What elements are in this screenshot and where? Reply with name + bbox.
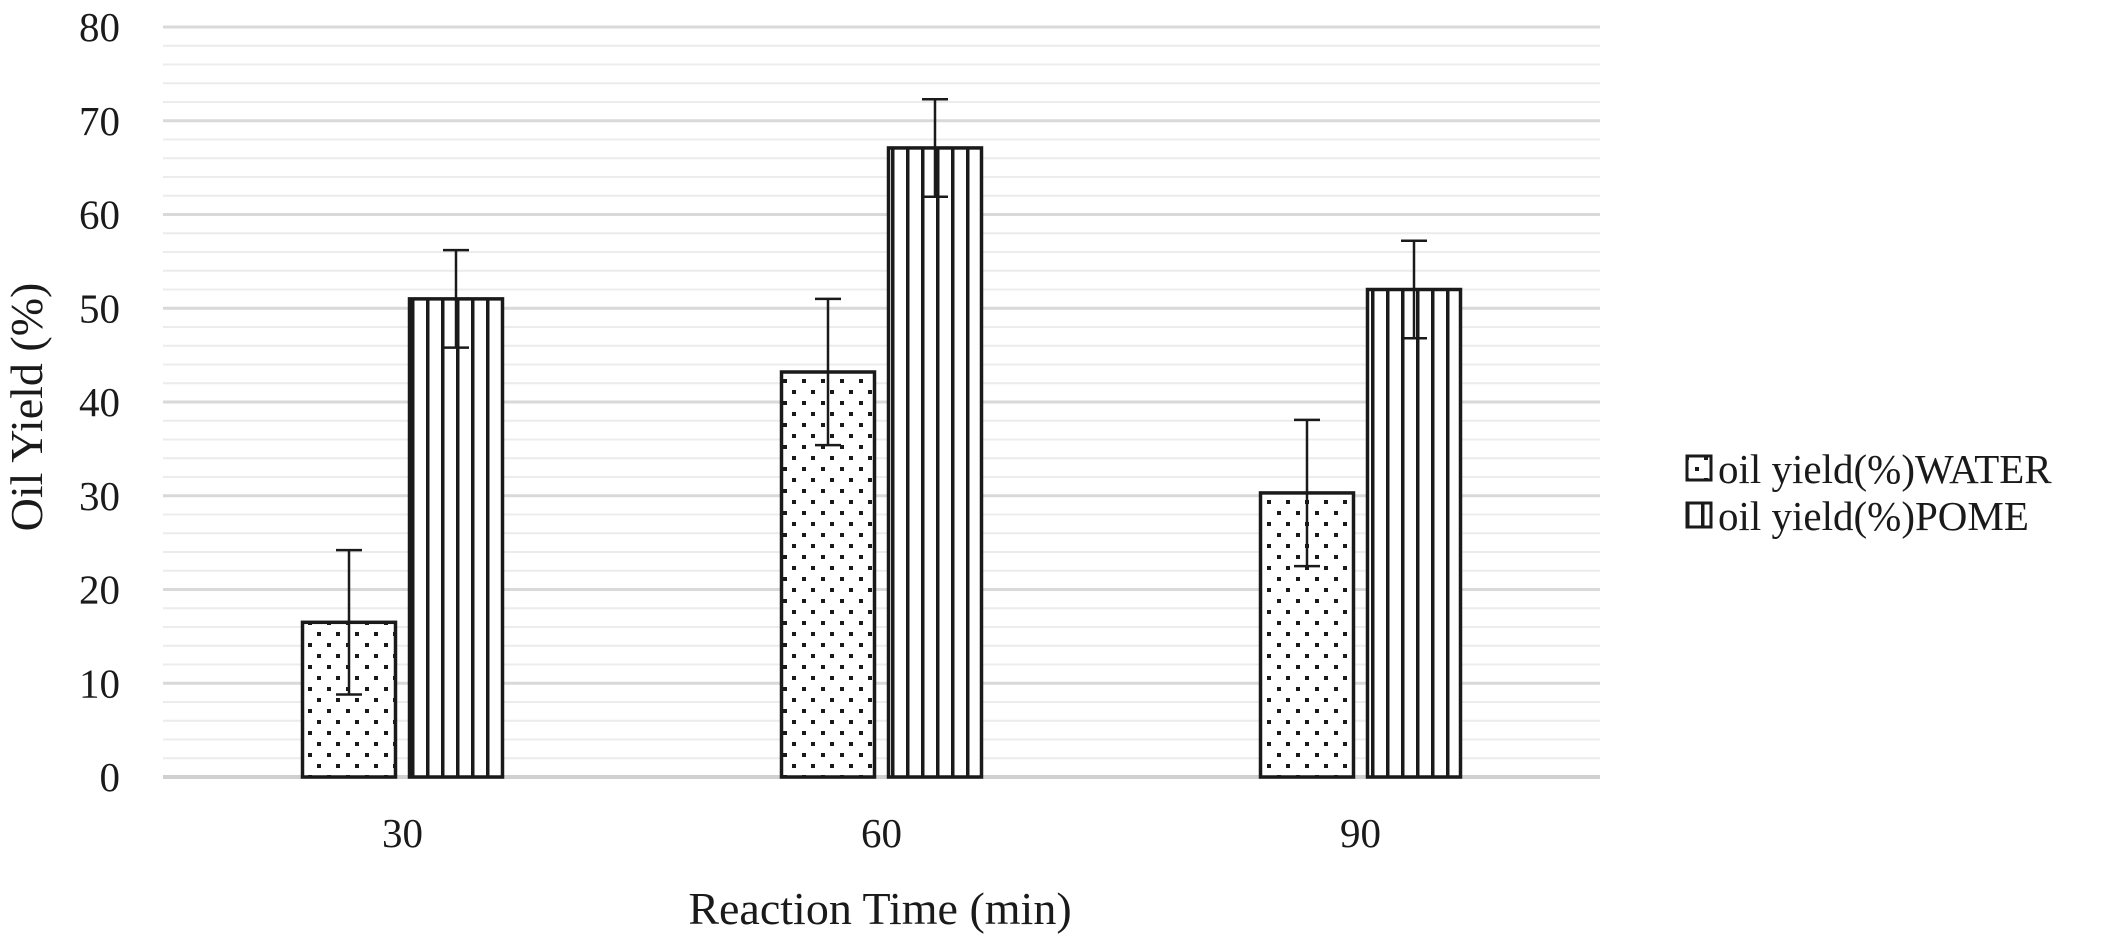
error-bar-pome-90 xyxy=(1401,239,1427,340)
y-axis-title: Oil Yield (%) xyxy=(1,283,52,532)
bar-pome-30 xyxy=(407,297,505,779)
error-bars xyxy=(336,97,1427,696)
y-tick-label: 70 xyxy=(79,98,120,144)
y-tick-label: 80 xyxy=(79,4,120,50)
bar-pome-90 xyxy=(1365,287,1463,779)
bar-pome-60 xyxy=(886,146,984,779)
error-bar-pome-60 xyxy=(922,97,948,198)
x-tick-label: 30 xyxy=(382,810,423,856)
x-axis-ticks: 30 60 90 xyxy=(382,810,1381,856)
y-tick-label: 30 xyxy=(79,473,120,519)
y-tick-label: 60 xyxy=(79,192,120,238)
error-bar-water-60 xyxy=(815,297,841,447)
legend-swatch xyxy=(1685,501,1713,529)
x-axis-title: Reaction Time (min) xyxy=(688,883,1071,934)
y-tick-label: 10 xyxy=(79,660,120,706)
legend-item-pome: oil yield(%)POME xyxy=(1685,493,2029,539)
error-bar-pome-30 xyxy=(443,248,469,349)
error-bar-water-90 xyxy=(1294,418,1320,568)
legend-label: oil yield(%)WATER xyxy=(1718,446,2052,492)
legend-item-water: oil yield(%)WATER xyxy=(1685,446,2052,492)
y-tick-label: 0 xyxy=(100,754,121,800)
y-tick-label: 40 xyxy=(79,379,120,425)
y-axis-ticks: 0 10 20 30 40 50 60 70 80 xyxy=(79,4,120,800)
y-tick-label: 20 xyxy=(79,567,120,613)
y-tick-label: 50 xyxy=(79,285,120,331)
x-tick-label: 60 xyxy=(861,810,902,856)
bars xyxy=(300,146,1463,779)
legend-label: oil yield(%)POME xyxy=(1718,493,2029,539)
legend-swatch xyxy=(1685,454,1713,482)
error-bar-water-30 xyxy=(336,548,362,696)
gridlines xyxy=(163,25,1600,779)
x-tick-label: 90 xyxy=(1340,810,1381,856)
